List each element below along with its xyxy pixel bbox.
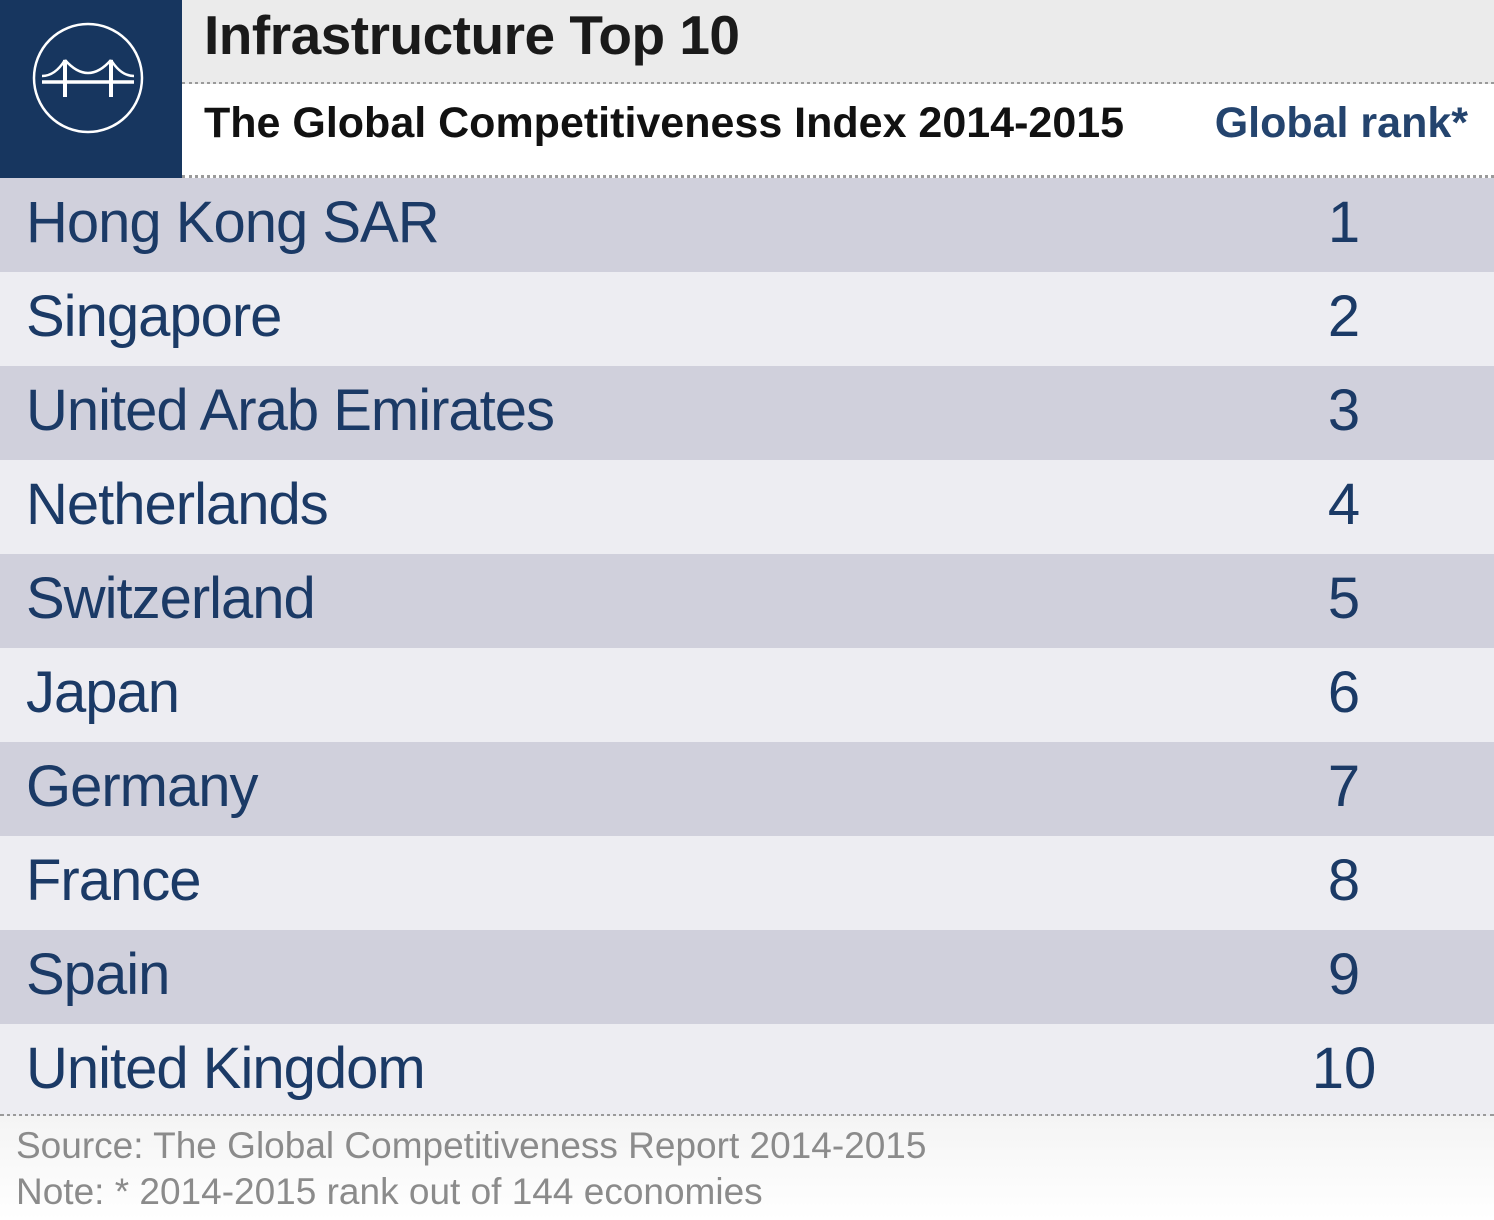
country-name: France [26, 848, 202, 913]
country-name: Netherlands [26, 472, 329, 537]
chart-header: Infrastructure Top 10 The Global Competi… [0, 0, 1494, 178]
rank-value: 8 [1327, 848, 1361, 913]
rank-value: 5 [1327, 566, 1361, 631]
table-row: United Arab Emirates 3 [0, 366, 1494, 460]
rank-value: 3 [1327, 378, 1361, 443]
country-name: United Arab Emirates [26, 378, 555, 443]
rank-value: 6 [1327, 660, 1361, 725]
table-row: Germany 7 [0, 742, 1494, 836]
country-name: Hong Kong SAR [26, 190, 440, 255]
subtitle-band: The Global Competitiveness Index 2014-20… [182, 84, 1494, 176]
country-name: Singapore [26, 284, 282, 349]
rank-value: 10 [1311, 1036, 1377, 1101]
table-row: Switzerland 5 [0, 554, 1494, 648]
table-row: Hong Kong SAR 1 [0, 178, 1494, 272]
table-row: Japan 6 [0, 648, 1494, 742]
rank-footnote: Note: * 2014-2015 rank out of 144 econom… [16, 1171, 763, 1212]
rank-value: 2 [1327, 284, 1361, 349]
rank-column-header: Global rank* [1214, 99, 1468, 147]
table-row: France 8 [0, 836, 1494, 930]
chart-subtitle: The Global Competitiveness Index 2014-20… [204, 99, 1125, 147]
chart-title: Infrastructure Top 10 [204, 4, 740, 66]
title-band: Infrastructure Top 10 [182, 0, 1494, 84]
header-divider [182, 175, 1494, 178]
rank-value: 7 [1327, 754, 1361, 819]
country-name: Japan [26, 660, 180, 725]
country-name: Switzerland [26, 566, 316, 631]
table-row: Spain 9 [0, 930, 1494, 1024]
bridge-icon [32, 22, 144, 134]
table-row: United Kingdom 10 [0, 1024, 1494, 1118]
title-divider [182, 82, 1494, 85]
table-row: Netherlands 4 [0, 460, 1494, 554]
country-name: Spain [26, 942, 170, 1007]
table-row: Singapore 2 [0, 272, 1494, 366]
chart-footer: Source: The Global Competitiveness Repor… [0, 1116, 1494, 1220]
logo-badge [0, 0, 182, 178]
rank-value: 4 [1327, 472, 1361, 537]
source-note: Source: The Global Competitiveness Repor… [16, 1125, 927, 1166]
ranking-table: Hong Kong SAR 1 Singapore 2 United Arab Emir… [0, 178, 1494, 1118]
footer-divider [0, 1114, 1494, 1117]
rank-value: 9 [1327, 942, 1361, 1007]
rank-value: 1 [1327, 190, 1361, 255]
country-name: United Kingdom [26, 1036, 426, 1101]
country-name: Germany [26, 754, 259, 819]
